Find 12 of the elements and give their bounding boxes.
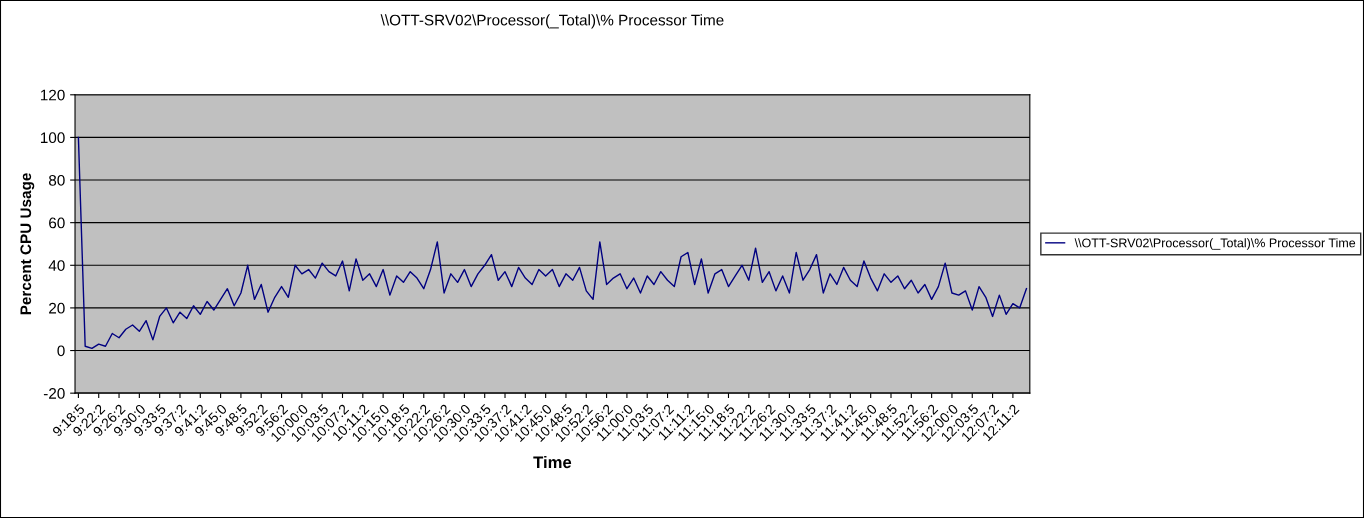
- legend-label: \\OTT-SRV02\Processor(_Total)\% Processor Time: [1074, 238, 1356, 250]
- y-axis-title: Percent CPU Usage: [20, 173, 35, 315]
- y-tick-label: -20: [43, 388, 65, 399]
- y-tick-label: 80: [48, 174, 65, 186]
- chart-title: \\OTT-SRV02\Processor(_Total)\% Processor Time: [380, 14, 724, 29]
- y-tick-label: 40: [48, 260, 65, 271]
- y-tick-label: 120: [40, 89, 65, 101]
- y-tick-label: 20: [49, 302, 65, 314]
- y-tick-label: 100: [40, 132, 65, 144]
- y-tick-label: 60: [49, 217, 65, 229]
- y-tick-label: 0: [57, 345, 65, 357]
- x-axis-title: Time: [533, 455, 572, 469]
